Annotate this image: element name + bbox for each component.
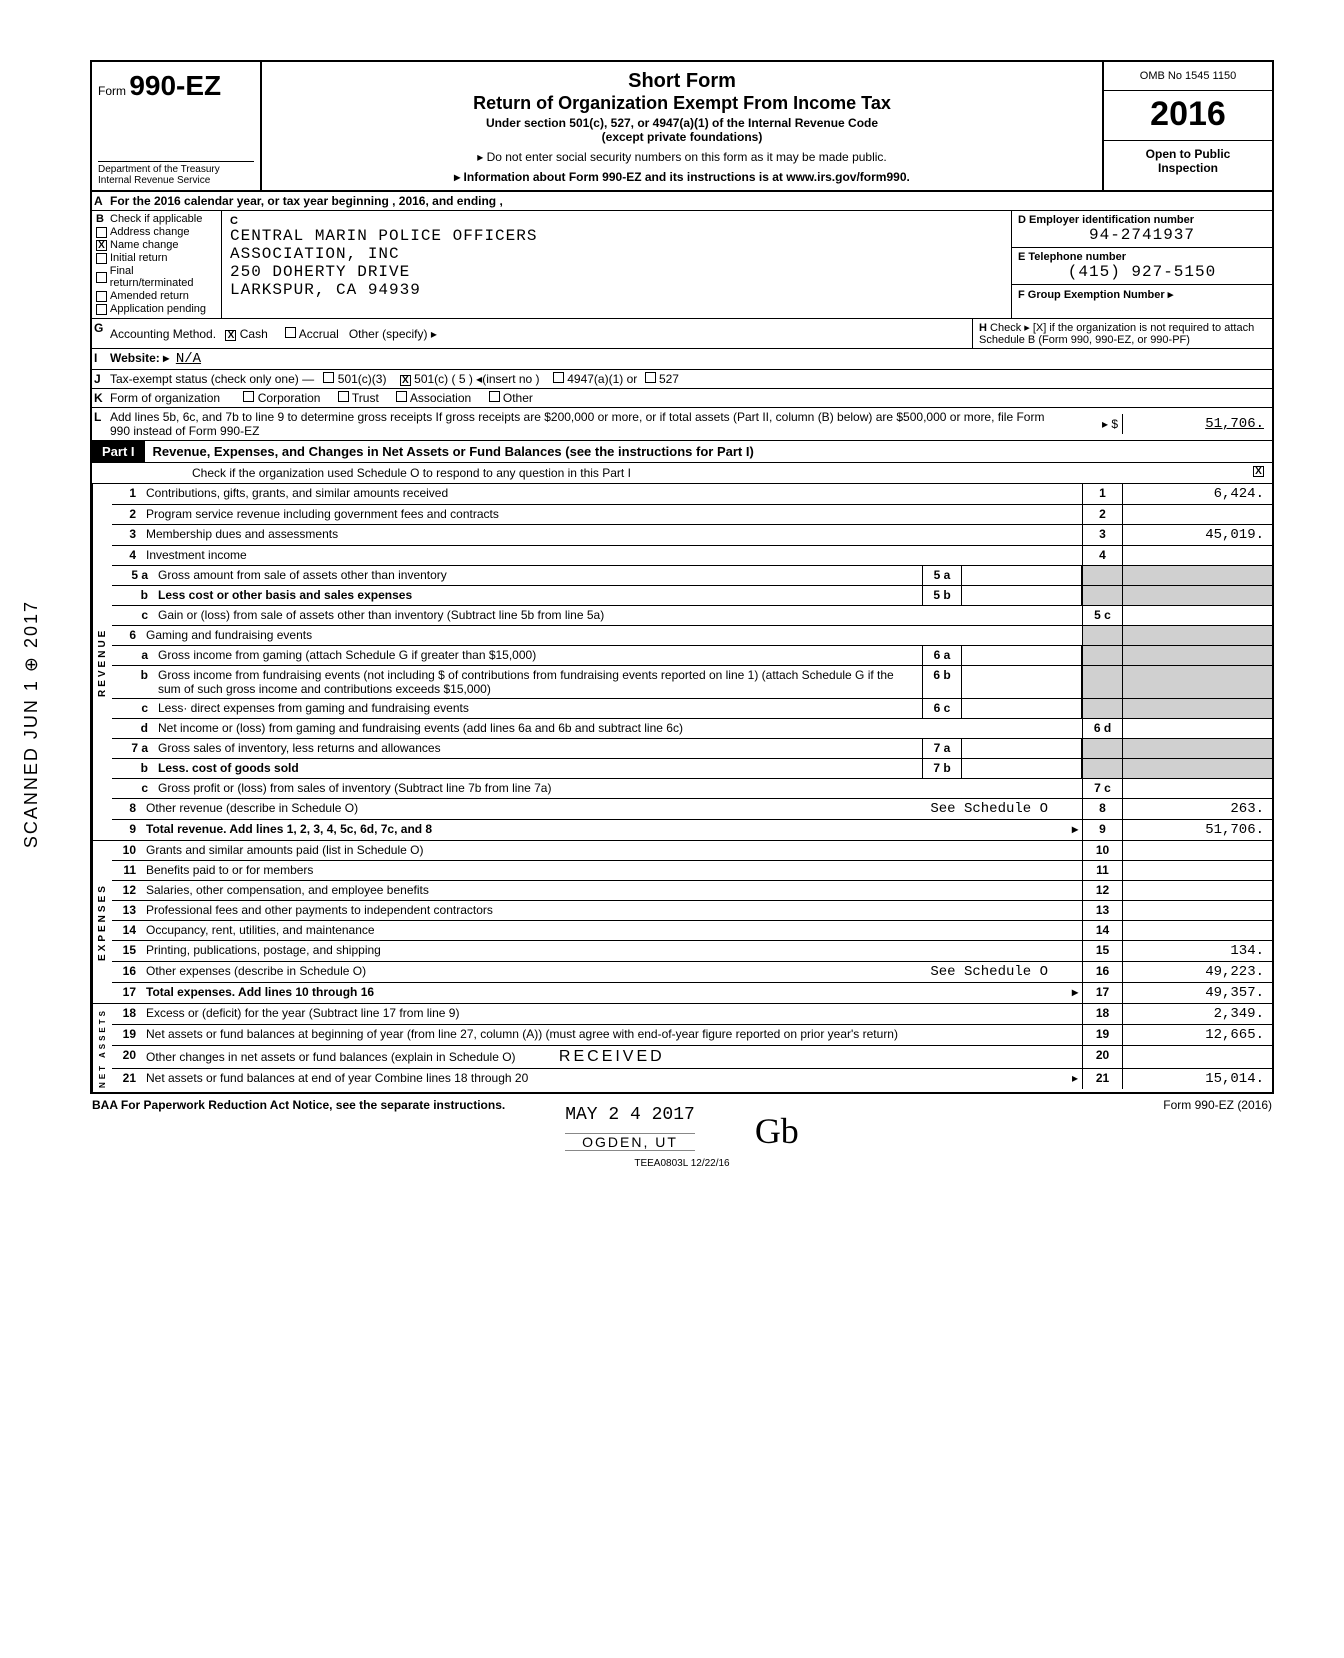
stamps-row: MAY 2 4 2017 OGDEN, UT Gb bbox=[90, 1110, 1274, 1152]
row-k-org-form: K Form of organization Corporation Trust… bbox=[92, 389, 1272, 408]
entity-name-address: C CENTRAL MARIN POLICE OFFICERS ASSOCIAT… bbox=[222, 211, 1012, 318]
checkboxes-b: BCheck if applicable Address change XNam… bbox=[92, 211, 222, 318]
gross-receipts-value: 51,706. bbox=[1122, 414, 1272, 434]
received-date: MAY 2 4 2017 bbox=[565, 1105, 695, 1125]
name-change-check: X bbox=[96, 240, 107, 251]
subtitle-code: Under section 501(c), 527, or 4947(a)(1)… bbox=[272, 116, 1092, 130]
tax-year: 2016 bbox=[1104, 91, 1272, 141]
dept: Department of the Treasury Internal Reve… bbox=[98, 161, 254, 186]
net-assets-section: NET ASSETS 18Excess or (deficit) for the… bbox=[92, 1004, 1272, 1092]
form-number: Form 990-EZ bbox=[98, 70, 254, 102]
open-public: Open to Public Inspection bbox=[1104, 141, 1272, 181]
row-g-accounting: G Accounting Method. X Cash Accrual Othe… bbox=[92, 319, 1272, 349]
row-j-exempt-status: J Tax-exempt status (check only one) — 5… bbox=[92, 370, 1272, 389]
omb-number: OMB No 1545 1150 bbox=[1104, 62, 1272, 91]
expenses-section: EXPENSES 10Grants and similar amounts pa… bbox=[92, 841, 1272, 1004]
row-i-website: I Website: ▸ N/A bbox=[92, 349, 1272, 370]
identity-right: D Employer identification number 94-2741… bbox=[1012, 211, 1272, 318]
phone-label: E Telephone number bbox=[1018, 251, 1266, 263]
scan-stamp: SCANNED JUN 1 ⊕ 2017 bbox=[20, 600, 42, 848]
subtitle-except: (except private foundations) bbox=[272, 130, 1092, 144]
initials: Gb bbox=[755, 1110, 799, 1152]
row-l-gross-receipts: L Add lines 5b, 6c, and 7b to line 9 to … bbox=[92, 408, 1272, 441]
ein-value: 94-2741937 bbox=[1018, 226, 1266, 244]
ein-label: D Employer identification number bbox=[1018, 214, 1266, 226]
part-1-sub: Check if the organization used Schedule … bbox=[92, 463, 1272, 484]
revenue-section: REVENUE 1Contributions, gifts, grants, a… bbox=[92, 484, 1272, 841]
software-code: TEEA0803L 12/22/16 bbox=[90, 1158, 1274, 1169]
info-link: ▸ Information about Form 990-EZ and its … bbox=[272, 170, 1092, 184]
form-header: Form 990-EZ Department of the Treasury I… bbox=[92, 62, 1272, 192]
row-a-tax-year: A For the 2016 calendar year, or tax yea… bbox=[92, 192, 1272, 211]
group-exemption: F Group Exemption Number ▸ bbox=[1018, 288, 1266, 301]
title-short-form: Short Form bbox=[272, 70, 1092, 93]
ogden-stamp: OGDEN, UT bbox=[565, 1133, 695, 1151]
title-return: Return of Organization Exempt From Incom… bbox=[272, 93, 1092, 114]
row-h-schedule-b: H Check ▸ [X] if the organization is not… bbox=[972, 319, 1272, 348]
ssn-warning: ▸ Do not enter social security numbers o… bbox=[272, 150, 1092, 164]
form-990ez: Form 990-EZ Department of the Treasury I… bbox=[90, 60, 1274, 1094]
identity-block: BCheck if applicable Address change XNam… bbox=[92, 211, 1272, 319]
part-1-header: Part I Revenue, Expenses, and Changes in… bbox=[92, 441, 1272, 463]
phone-value: (415) 927-5150 bbox=[1018, 263, 1266, 281]
